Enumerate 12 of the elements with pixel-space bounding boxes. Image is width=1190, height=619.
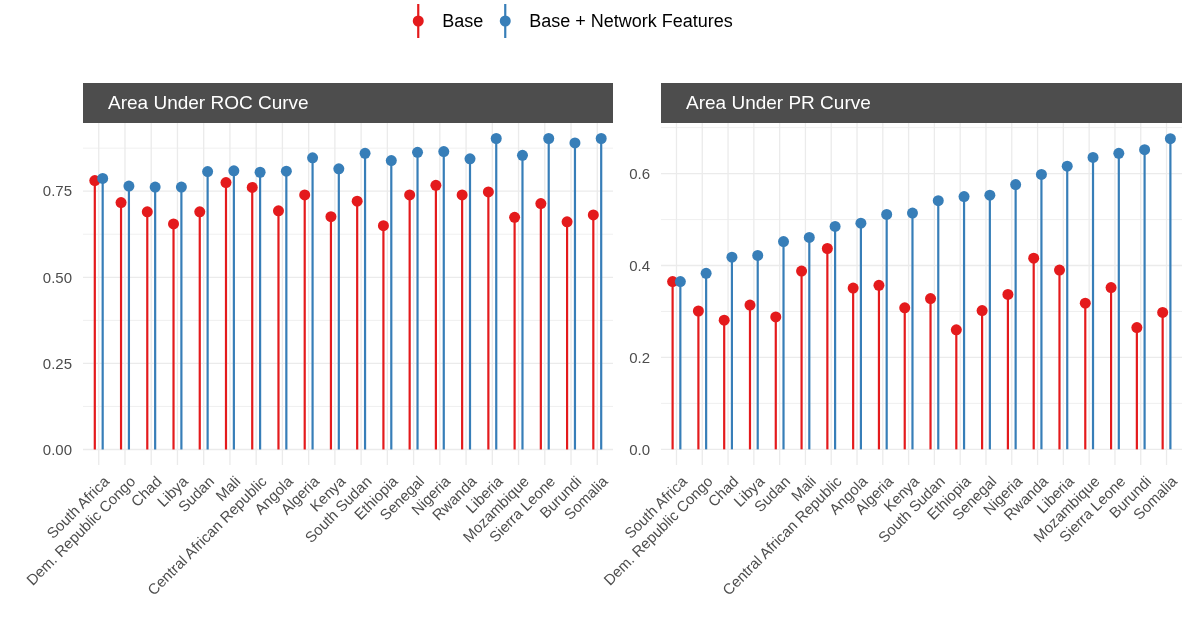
legend-label: Base + Network Features — [529, 11, 733, 32]
chart-title: Area Under ROC Curve — [108, 92, 309, 113]
y-tick-label: 0.00 — [42, 440, 72, 458]
y-tick-label: 0.50 — [42, 268, 72, 286]
y-tick-label: 0.0 — [629, 440, 650, 458]
y-tick-label: 0.25 — [42, 354, 72, 372]
y-tick-label: 0.75 — [42, 182, 72, 200]
y-tick-label: 0.2 — [629, 348, 650, 366]
y-tick-label: 0.6 — [629, 164, 650, 182]
chart-title: Area Under PR Curve — [686, 92, 871, 113]
legend-label: Base — [442, 11, 484, 32]
y-tick-label: 0.4 — [629, 256, 650, 274]
